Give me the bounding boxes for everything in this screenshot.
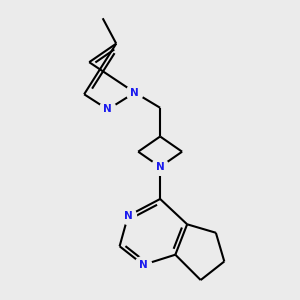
Text: N: N: [130, 88, 139, 98]
Circle shape: [152, 158, 169, 175]
Circle shape: [99, 101, 116, 118]
Circle shape: [120, 207, 136, 224]
Text: N: N: [156, 162, 164, 172]
Circle shape: [126, 84, 143, 101]
Text: N: N: [103, 104, 112, 115]
Text: N: N: [139, 260, 148, 270]
Text: N: N: [124, 211, 132, 221]
Circle shape: [135, 256, 152, 273]
